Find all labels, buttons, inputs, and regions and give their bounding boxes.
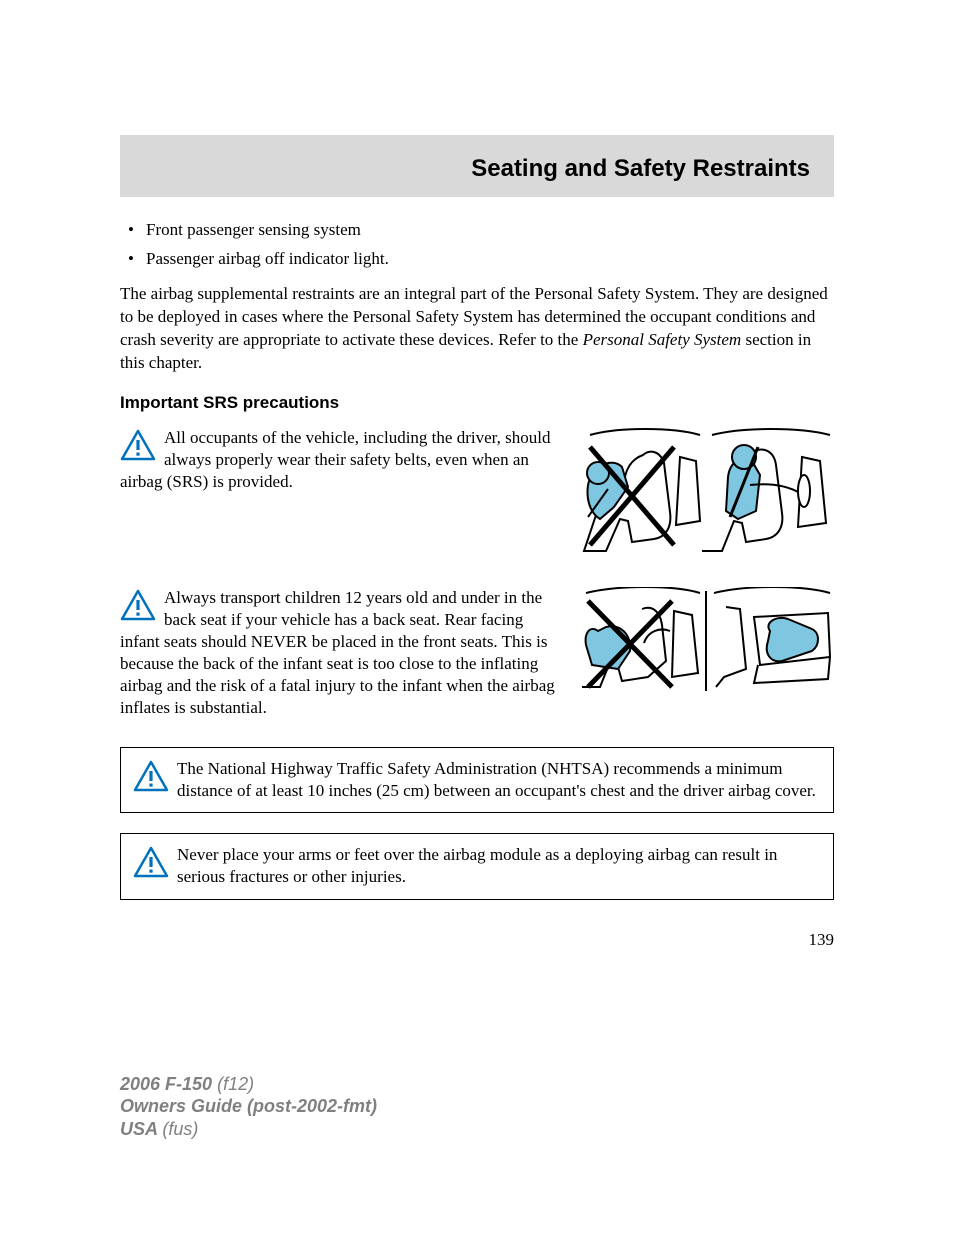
footer-guide-info: 2006 F-150 (f12) Owners Guide (post-2002… [120,1073,377,1141]
section-header: Seating and Safety Restraints [120,135,834,197]
warning-icon [120,589,156,621]
bullet-item: Passenger airbag off indicator light. [146,248,834,271]
warning-text: All occupants of the vehicle, including … [120,427,558,493]
warning-block-1: All occupants of the vehicle, including … [120,427,834,559]
section-title: Seating and Safety Restraints [144,155,810,183]
warning-block-4: Never place your arms or feet over the a… [120,833,834,899]
warning-text: Never place your arms or feet over the a… [133,844,821,888]
bullet-item: Front passenger sensing system [146,219,834,242]
warning-text: Always transport children 12 years old a… [120,587,558,720]
bullet-list: Front passenger sensing system Passenger… [120,219,834,271]
figure-seatbelt-adults [578,427,834,559]
figure-child-seat [578,587,834,695]
subheading: Important SRS precautions [120,393,834,413]
warning-block-3: The National Highway Traffic Safety Admi… [120,747,834,813]
warning-icon [133,760,169,792]
warning-block-2: Always transport children 12 years old a… [120,587,834,720]
intro-paragraph: The airbag supplemental restraints are a… [120,283,834,375]
page-number: 139 [120,930,834,950]
warning-icon [133,846,169,878]
warning-text: The National Highway Traffic Safety Admi… [133,758,821,802]
warning-icon [120,429,156,461]
